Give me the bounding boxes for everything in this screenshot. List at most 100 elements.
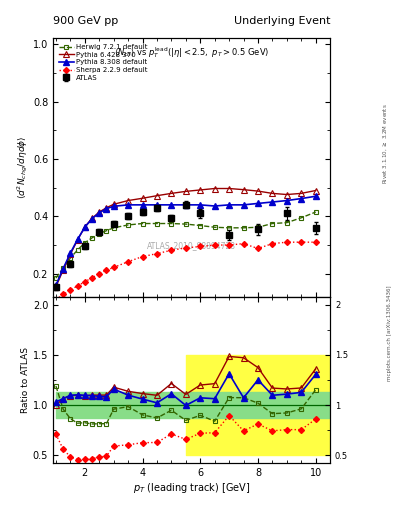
Y-axis label: Ratio to ATLAS: Ratio to ATLAS bbox=[21, 347, 30, 413]
Pythia 6.428 370 bbox=[227, 185, 231, 191]
Herwig 7.2.1 default bbox=[212, 224, 217, 230]
Herwig 7.2.1 default bbox=[104, 228, 109, 234]
Line: Pythia 6.428 370: Pythia 6.428 370 bbox=[53, 186, 318, 289]
Text: ATLAS_2010_S8894728: ATLAS_2010_S8894728 bbox=[147, 241, 236, 250]
Sherpa 2.2.9 default bbox=[227, 242, 231, 248]
Sherpa 2.2.9 default bbox=[154, 250, 159, 257]
Pythia 8.308 default bbox=[140, 202, 145, 208]
Pythia 6.428 370 bbox=[75, 237, 80, 243]
Pythia 8.308 default bbox=[126, 202, 130, 208]
Pythia 6.428 370 bbox=[255, 188, 260, 194]
Sherpa 2.2.9 default bbox=[184, 245, 188, 251]
Herwig 7.2.1 default bbox=[184, 221, 188, 227]
Pythia 8.308 default bbox=[111, 203, 116, 209]
Text: $\langle N_{ch} \rangle$ vs $p_T^{\rm lead}$($|\eta| < 2.5,\ p_T > 0.5\ \rm{GeV}: $\langle N_{ch} \rangle$ vs $p_T^{\rm le… bbox=[114, 45, 269, 60]
Pythia 8.308 default bbox=[212, 203, 217, 209]
Sherpa 2.2.9 default bbox=[104, 267, 109, 273]
Pythia 6.428 370 bbox=[285, 191, 289, 198]
Herwig 7.2.1 default bbox=[241, 225, 246, 231]
Herwig 7.2.1 default bbox=[154, 221, 159, 227]
Pythia 6.428 370 bbox=[140, 195, 145, 201]
Sherpa 2.2.9 default bbox=[83, 279, 87, 285]
Line: Pythia 8.308 default: Pythia 8.308 default bbox=[53, 194, 318, 288]
Herwig 7.2.1 default bbox=[90, 235, 94, 241]
Pythia 6.428 370 bbox=[212, 185, 217, 191]
Herwig 7.2.1 default bbox=[61, 265, 66, 271]
Sherpa 2.2.9 default bbox=[90, 275, 94, 281]
Pythia 6.428 370 bbox=[270, 190, 275, 197]
Pythia 6.428 370 bbox=[90, 215, 94, 221]
Pythia 6.428 370 bbox=[83, 224, 87, 230]
Pythia 8.308 default bbox=[270, 199, 275, 205]
Pythia 8.308 default bbox=[90, 216, 94, 222]
Pythia 8.308 default bbox=[83, 224, 87, 230]
Pythia 6.428 370 bbox=[198, 187, 203, 193]
Pythia 6.428 370 bbox=[104, 205, 109, 211]
Text: Underlying Event: Underlying Event bbox=[233, 15, 330, 26]
Sherpa 2.2.9 default bbox=[212, 242, 217, 248]
Herwig 7.2.1 default bbox=[227, 225, 231, 231]
Pythia 8.308 default bbox=[255, 200, 260, 206]
Pythia 8.308 default bbox=[104, 205, 109, 211]
Herwig 7.2.1 default bbox=[270, 221, 275, 227]
Pythia 8.308 default bbox=[198, 202, 203, 208]
Pythia 8.308 default bbox=[285, 198, 289, 204]
Pythia 6.428 370 bbox=[53, 284, 58, 290]
Herwig 7.2.1 default bbox=[140, 221, 145, 227]
Sherpa 2.2.9 default bbox=[299, 239, 304, 245]
Pythia 6.428 370 bbox=[299, 190, 304, 197]
Pythia 8.308 default bbox=[313, 193, 318, 199]
Y-axis label: $\langle d^2 N_{chg}/d\eta d\phi \rangle$: $\langle d^2 N_{chg}/d\eta d\phi \rangle… bbox=[16, 136, 30, 199]
Sherpa 2.2.9 default bbox=[61, 291, 66, 297]
Pythia 6.428 370 bbox=[241, 186, 246, 193]
Pythia 8.308 default bbox=[75, 236, 80, 242]
Pythia 6.428 370 bbox=[126, 198, 130, 204]
Pythia 8.308 default bbox=[61, 266, 66, 272]
Text: mcplots.cern.ch [arXiv:1306.3436]: mcplots.cern.ch [arXiv:1306.3436] bbox=[387, 285, 392, 380]
Pythia 8.308 default bbox=[241, 202, 246, 208]
Text: Rivet 3.1.10, $\geq$ 3.2M events: Rivet 3.1.10, $\geq$ 3.2M events bbox=[381, 103, 389, 184]
Herwig 7.2.1 default bbox=[299, 215, 304, 221]
Pythia 6.428 370 bbox=[184, 188, 188, 195]
Sherpa 2.2.9 default bbox=[270, 241, 275, 247]
Sherpa 2.2.9 default bbox=[68, 287, 73, 293]
Pythia 8.308 default bbox=[184, 202, 188, 208]
Pythia 6.428 370 bbox=[111, 201, 116, 207]
Sherpa 2.2.9 default bbox=[126, 259, 130, 265]
Sherpa 2.2.9 default bbox=[140, 253, 145, 260]
Text: 900 GeV pp: 900 GeV pp bbox=[53, 15, 118, 26]
Pythia 6.428 370 bbox=[68, 251, 73, 258]
Herwig 7.2.1 default bbox=[169, 221, 174, 227]
Pythia 6.428 370 bbox=[97, 209, 102, 215]
Herwig 7.2.1 default bbox=[68, 255, 73, 261]
Pythia 8.308 default bbox=[154, 202, 159, 208]
Sherpa 2.2.9 default bbox=[241, 241, 246, 247]
Herwig 7.2.1 default bbox=[53, 275, 58, 281]
Sherpa 2.2.9 default bbox=[169, 247, 174, 253]
Pythia 8.308 default bbox=[169, 202, 174, 208]
Herwig 7.2.1 default bbox=[255, 224, 260, 230]
Sherpa 2.2.9 default bbox=[313, 239, 318, 245]
Herwig 7.2.1 default bbox=[285, 220, 289, 226]
Pythia 8.308 default bbox=[68, 250, 73, 256]
Pythia 6.428 370 bbox=[154, 193, 159, 199]
Pythia 8.308 default bbox=[227, 202, 231, 208]
Sherpa 2.2.9 default bbox=[97, 271, 102, 277]
X-axis label: $p_T$ (leading track) [GeV]: $p_T$ (leading track) [GeV] bbox=[133, 481, 250, 495]
Sherpa 2.2.9 default bbox=[75, 283, 80, 289]
Sherpa 2.2.9 default bbox=[255, 245, 260, 251]
Sherpa 2.2.9 default bbox=[53, 296, 58, 303]
Pythia 6.428 370 bbox=[61, 267, 66, 273]
Line: Sherpa 2.2.9 default: Sherpa 2.2.9 default bbox=[54, 240, 318, 302]
Legend: Herwig 7.2.1 default, Pythia 6.428 370, Pythia 8.308 default, Sherpa 2.2.9 defau: Herwig 7.2.1 default, Pythia 6.428 370, … bbox=[56, 41, 150, 83]
Pythia 8.308 default bbox=[299, 196, 304, 202]
Sherpa 2.2.9 default bbox=[198, 243, 203, 249]
Herwig 7.2.1 default bbox=[198, 222, 203, 228]
Sherpa 2.2.9 default bbox=[111, 264, 116, 270]
Herwig 7.2.1 default bbox=[97, 230, 102, 237]
Herwig 7.2.1 default bbox=[83, 240, 87, 246]
Pythia 8.308 default bbox=[53, 282, 58, 288]
Pythia 6.428 370 bbox=[169, 190, 174, 197]
Herwig 7.2.1 default bbox=[313, 209, 318, 215]
Sherpa 2.2.9 default bbox=[285, 239, 289, 245]
